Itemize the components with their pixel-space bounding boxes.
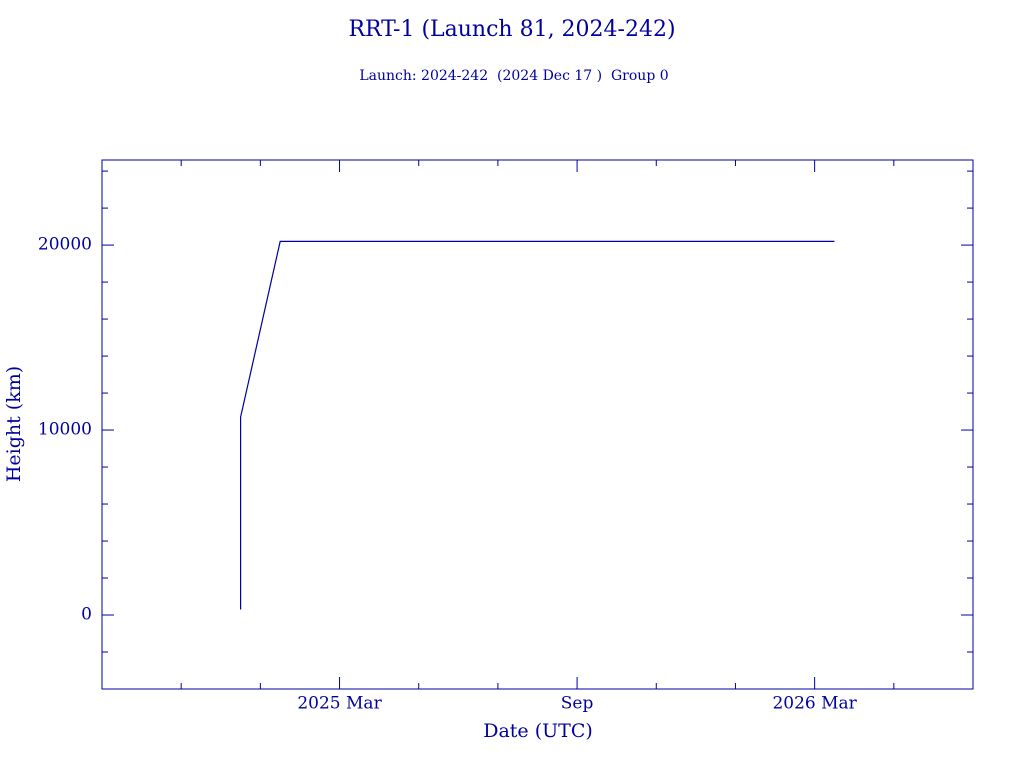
chart-subtitle: Launch: 2024-242 (2024 Dec 17 ) Group 0 bbox=[359, 68, 668, 84]
y-tick-label: 10000 bbox=[38, 420, 92, 440]
y-tick-label: 0 bbox=[81, 605, 92, 625]
data-line bbox=[240, 240, 835, 610]
x-tick-label: 2026 Mar bbox=[772, 694, 857, 714]
x-axis-label: Date (UTC) bbox=[483, 720, 593, 742]
y-tick-label: 20000 bbox=[38, 235, 92, 255]
plot-frame bbox=[101, 159, 974, 690]
chart-title: RRT-1 (Launch 81, 2024-242) bbox=[348, 17, 675, 42]
x-tick-label: Sep bbox=[561, 694, 594, 714]
y-axis-label: Height (km) bbox=[3, 366, 25, 482]
x-tick-label: 2025 Mar bbox=[297, 694, 382, 714]
